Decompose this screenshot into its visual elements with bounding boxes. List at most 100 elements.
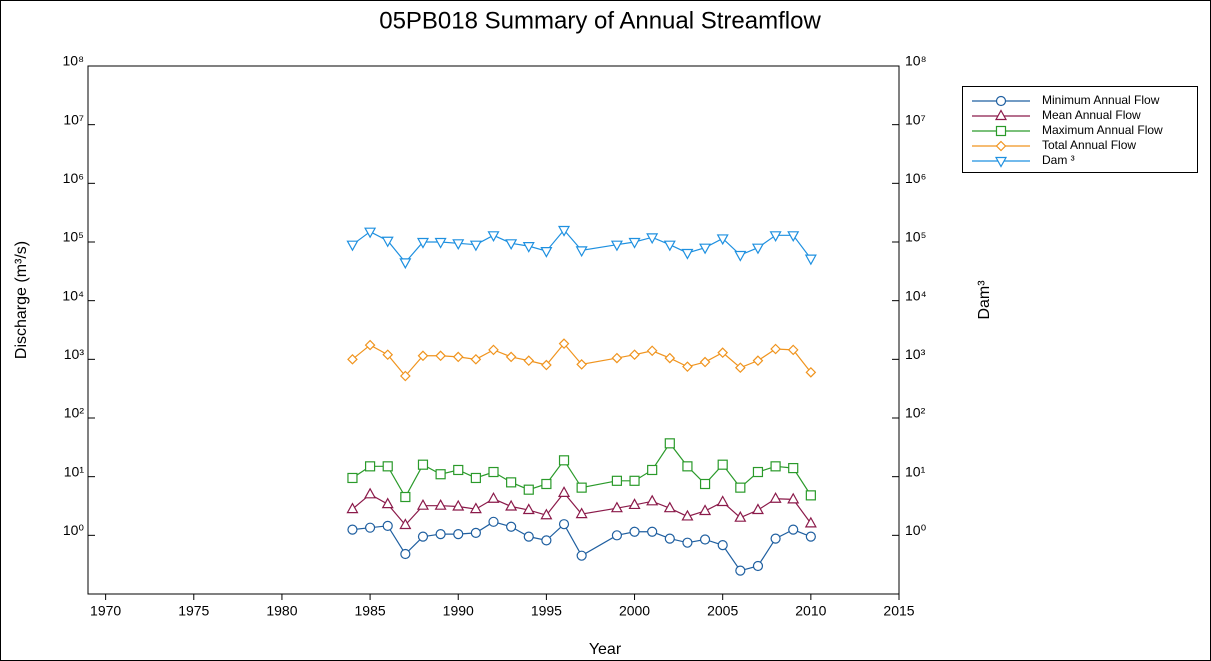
marker — [716, 495, 729, 507]
marker — [399, 518, 412, 530]
y-tick-label: 10⁴ — [62, 287, 84, 303]
marker — [470, 527, 481, 539]
marker — [523, 531, 534, 542]
marker — [540, 246, 553, 258]
legend-marker — [995, 95, 1007, 107]
legend-label: Maximum Annual Flow — [1042, 123, 1163, 137]
marker — [734, 250, 747, 262]
marker — [347, 472, 358, 484]
marker — [576, 359, 588, 370]
marker — [682, 361, 693, 373]
marker — [488, 516, 499, 527]
marker — [699, 478, 711, 490]
legend-label: Total Annual Flow — [1042, 138, 1136, 152]
chart-title: 05PB018 Summary of Annual Streamflow — [379, 7, 821, 34]
y2-tick-label: 10³ — [905, 346, 926, 362]
legend-marker — [994, 156, 1008, 168]
legend-label: Minimum Annual Flow — [1042, 93, 1160, 107]
marker — [610, 240, 623, 252]
x-tick-label: 1995 — [531, 603, 562, 619]
marker — [575, 507, 588, 519]
x-tick-label: 1990 — [443, 603, 474, 619]
marker — [770, 343, 781, 355]
marker — [523, 355, 535, 366]
legend-marker — [994, 109, 1008, 121]
marker — [752, 560, 764, 572]
marker — [735, 482, 746, 493]
x-tick-label: 2000 — [619, 603, 650, 619]
marker — [770, 461, 781, 472]
y-tick-label: 10² — [64, 405, 85, 421]
marker — [734, 362, 746, 374]
marker — [558, 455, 570, 466]
marker — [346, 502, 359, 514]
legend-marker — [995, 140, 1007, 152]
y2-tick-label: 10⁴ — [905, 287, 927, 303]
marker — [663, 240, 676, 252]
y2-tick-label: 10⁸ — [905, 53, 927, 69]
marker — [522, 242, 535, 253]
y-tick-label: 10³ — [64, 346, 85, 362]
marker — [435, 528, 446, 540]
marker — [416, 498, 429, 510]
marker — [382, 349, 394, 361]
marker — [629, 349, 640, 361]
y-tick-label: 10⁷ — [63, 111, 84, 127]
marker — [400, 491, 411, 503]
y2-tick-label: 10⁵ — [905, 229, 926, 245]
marker — [434, 498, 447, 510]
y-tick-label: 10⁵ — [63, 229, 84, 245]
marker — [470, 353, 482, 365]
marker — [611, 530, 623, 541]
marker — [400, 548, 411, 560]
x-tick-label: 2010 — [795, 603, 826, 619]
marker — [558, 519, 570, 530]
marker — [469, 240, 482, 252]
marker — [364, 227, 377, 239]
marker — [664, 352, 676, 364]
marker — [611, 475, 623, 486]
marker — [540, 508, 553, 520]
marker — [734, 510, 747, 522]
marker — [788, 524, 799, 535]
marker — [435, 350, 446, 362]
marker — [435, 469, 446, 480]
marker — [787, 492, 800, 504]
marker — [699, 356, 711, 368]
y2-tick-label: 10² — [905, 405, 926, 421]
marker — [716, 234, 729, 246]
marker — [364, 522, 376, 533]
plot-frame — [87, 65, 900, 595]
marker — [682, 537, 693, 548]
marker — [381, 497, 394, 509]
marker — [541, 478, 552, 490]
marker — [788, 462, 799, 474]
marker — [805, 531, 816, 542]
marker — [647, 526, 658, 537]
y-tick-label: 10⁶ — [63, 170, 84, 186]
legend-marker — [995, 125, 1007, 137]
marker — [576, 482, 587, 493]
marker — [752, 466, 764, 478]
marker — [787, 344, 799, 356]
x-tick-label: 1980 — [266, 603, 297, 619]
marker — [646, 233, 659, 245]
marker — [452, 351, 464, 363]
marker — [787, 231, 800, 243]
marker — [664, 438, 675, 449]
marker — [347, 353, 358, 365]
marker — [628, 498, 641, 510]
marker — [717, 540, 728, 551]
marker — [558, 486, 571, 497]
marker — [399, 258, 412, 270]
marker — [628, 237, 641, 249]
marker — [699, 534, 711, 545]
marker — [453, 528, 464, 540]
x-tick-label: 1985 — [355, 603, 386, 619]
marker — [681, 248, 694, 260]
marker — [417, 531, 429, 542]
marker — [752, 355, 764, 366]
marker — [505, 351, 517, 363]
marker — [487, 492, 500, 503]
marker — [699, 243, 712, 255]
